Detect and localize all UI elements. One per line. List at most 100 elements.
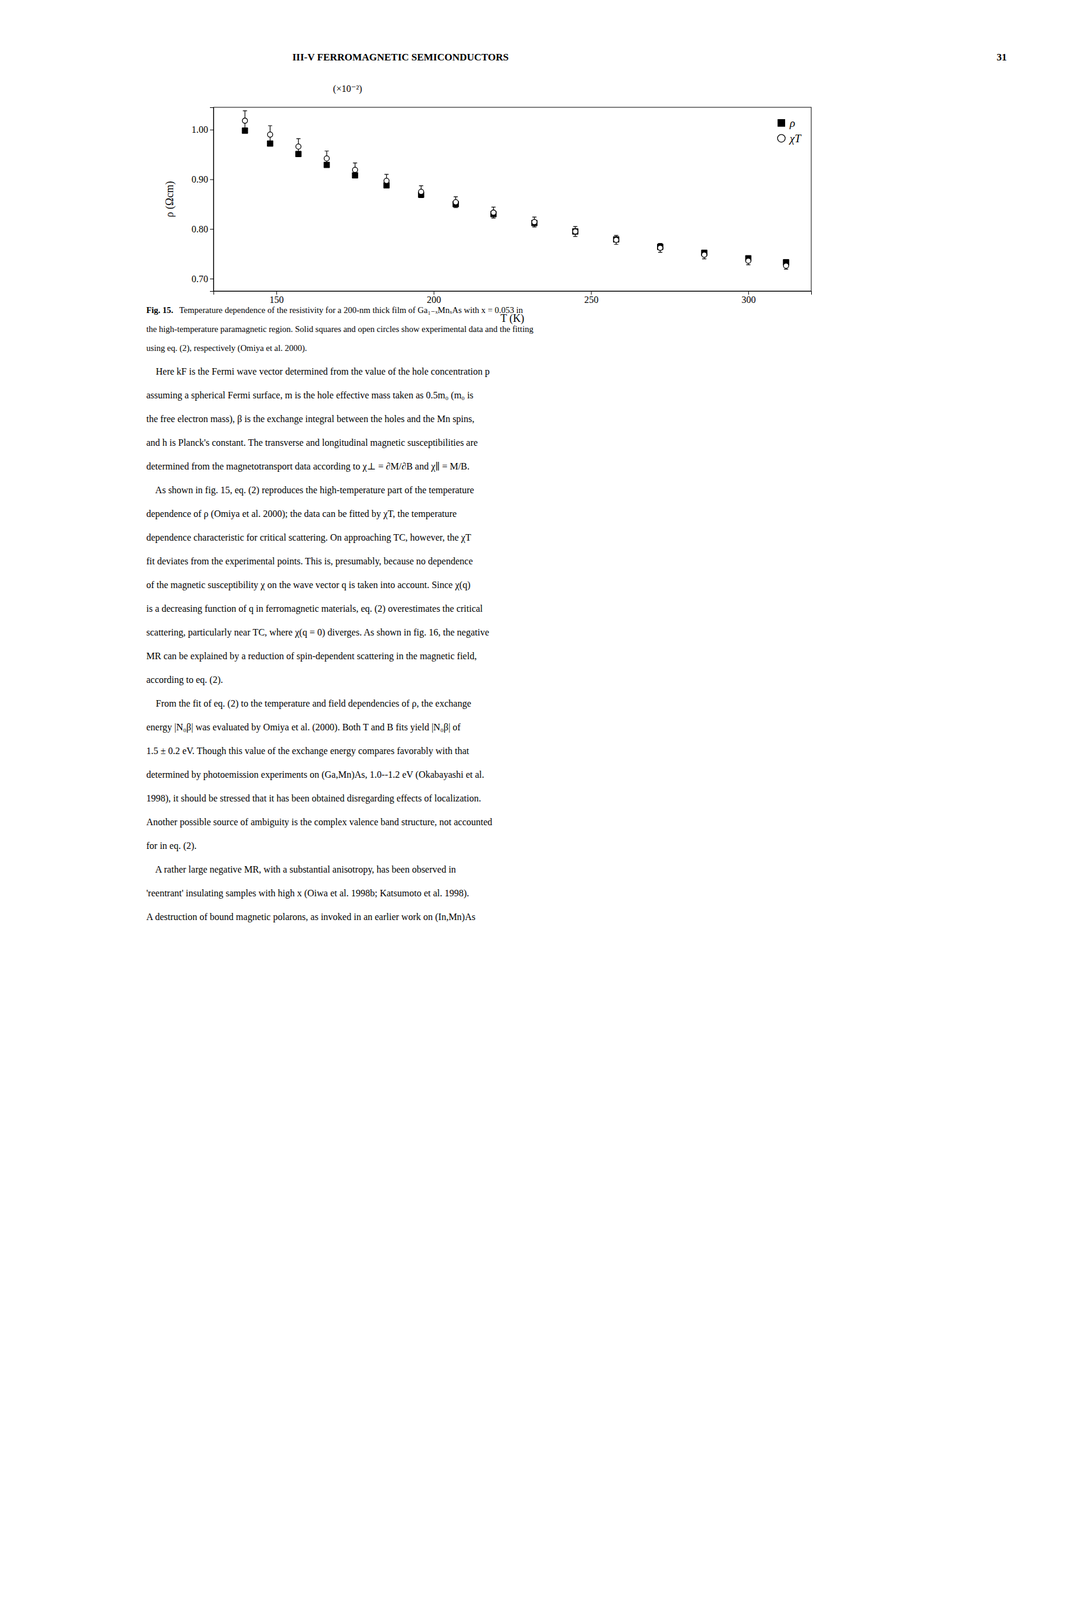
- legend-item: χT: [777, 132, 802, 145]
- tick-mark: [276, 291, 277, 295]
- body-line: according to eq. (2).: [146, 674, 223, 686]
- point: [745, 258, 752, 264]
- point: [383, 178, 390, 184]
- point: [613, 236, 619, 242]
- y-axis-title: ρ (Ωcm): [163, 181, 177, 218]
- caption-line: Temperature dependence of the resistivit…: [179, 305, 524, 315]
- tick: 0.80: [191, 224, 214, 235]
- caption-line: using eq. (2), respectively (Omiya et al…: [146, 343, 308, 354]
- header-left: III-V FERROMAGNETIC SEMICONDUCTORS: [292, 51, 509, 63]
- body-line: MR can be explained by a reduction of sp…: [146, 651, 477, 662]
- plot-frame: [213, 107, 812, 292]
- annotation: (×10⁻²): [333, 83, 363, 95]
- caption-line: the high-temperature paramagnetic region…: [146, 324, 534, 334]
- tick-mark: [209, 278, 214, 280]
- tick-mark: [209, 228, 214, 230]
- body-line: of the magnetic susceptibility χ on the …: [146, 579, 471, 591]
- body-line: A destruction of bound magnetic polarons…: [146, 912, 476, 923]
- x-axis: 150 200 250 300: [214, 291, 812, 305]
- tick: 300: [741, 291, 756, 305]
- body-line: 'reentrant' insulating samples with high…: [146, 888, 470, 899]
- body-line: From the fit of eq. (2) to the temperatu…: [146, 698, 472, 710]
- body-line: Here kF is the Fermi wave vector determi…: [146, 366, 490, 378]
- point: [295, 144, 302, 150]
- error-bar: [614, 235, 619, 245]
- body-line: determined by photoemission experiments …: [146, 769, 485, 781]
- error-bar: [384, 174, 389, 188]
- error-bar: [532, 217, 537, 228]
- point: [572, 228, 578, 235]
- error-bar: [702, 250, 707, 259]
- body-line: energy |N₀β| was evaluated by Omiya et a…: [146, 722, 462, 733]
- legend: ρ χT: [777, 116, 802, 145]
- tick: 200: [426, 291, 442, 305]
- tick-mark: [433, 291, 435, 295]
- point: [572, 228, 579, 235]
- marks: [241, 110, 789, 270]
- legend-label: χT: [788, 132, 802, 145]
- tick: 1.00: [191, 124, 214, 135]
- tick-label: 200: [426, 294, 442, 305]
- tick: 0.90: [191, 174, 214, 185]
- series: [241, 128, 789, 266]
- header-right: 31: [996, 51, 1007, 63]
- body-line: dependence of ρ (Omiya et al. 2000); the…: [146, 508, 457, 520]
- body-line: A rather large negative MR, with a subst…: [146, 864, 457, 876]
- body-line: determined from the magnetotransport dat…: [146, 461, 470, 473]
- legend-symbol: [778, 119, 785, 127]
- error-bar: [783, 262, 789, 270]
- tick-mark: [209, 179, 214, 180]
- error-bar: [243, 110, 248, 132]
- error-bar: [745, 256, 751, 265]
- point: [418, 189, 424, 195]
- point: [453, 199, 459, 206]
- point: [701, 252, 707, 258]
- tick: 250: [584, 291, 599, 305]
- body-line: fit deviates from the experimental point…: [146, 556, 474, 567]
- axis-line: [214, 291, 812, 296]
- body-line: 1.5 ± 0.2 eV. Though this value of the e…: [146, 745, 470, 757]
- tick-mark: [209, 129, 214, 131]
- tick-label: 0.90: [191, 174, 209, 185]
- error-bar: [324, 151, 329, 167]
- error-bar: [296, 138, 301, 155]
- tick-label: 1.00: [191, 124, 209, 135]
- tick: 0.70: [191, 273, 214, 285]
- axis-line: [209, 107, 215, 292]
- error-bar: [419, 185, 424, 198]
- point: [242, 118, 248, 124]
- error-bar: [658, 243, 663, 253]
- body-line: 1998), it should be stressed that it has…: [146, 793, 481, 805]
- chart: 1502002503000.700.800.901.00T (K)ρ (Ωcm)…: [163, 83, 812, 325]
- point: [491, 209, 497, 216]
- point: [783, 263, 789, 269]
- body-line: for in eq. (2).: [146, 840, 197, 852]
- legend-label: ρ: [789, 116, 796, 130]
- tick-label: 250: [584, 294, 599, 305]
- point: [267, 132, 273, 138]
- page: III-V FERROMAGNETIC SEMICONDUCTORS 31 150 2…: [0, 0, 1068, 1600]
- series: [242, 110, 789, 270]
- body-line: scattering, particularly near TC, where …: [146, 627, 490, 639]
- body-line: As shown in fig. 15, eq. (2) reproduces …: [146, 485, 475, 496]
- body-line: Another possible source of ambiguity is …: [146, 817, 493, 828]
- error-bar: [352, 163, 357, 177]
- tick-mark: [591, 291, 592, 295]
- caption-label: Fig. 15.: [146, 305, 174, 315]
- error-bar: [453, 196, 458, 208]
- point: [324, 155, 330, 162]
- error-bar: [491, 206, 496, 218]
- body-line: assuming a spherical Fermi surface, m is…: [146, 390, 474, 401]
- point: [531, 219, 538, 225]
- tick-label: 300: [741, 294, 756, 305]
- legend-item: ρ: [778, 116, 796, 130]
- tick: 150: [269, 291, 285, 305]
- point: [657, 245, 663, 251]
- body-line: the free electron mass), β is the exchan…: [146, 413, 475, 425]
- y-axis: 0.70 0.80 0.90 1.00: [191, 107, 215, 292]
- point: [352, 167, 358, 173]
- error-bar: [573, 226, 578, 237]
- tick-mark: [748, 291, 749, 295]
- legend-symbol: [777, 134, 786, 143]
- tick-label: 150: [269, 294, 285, 305]
